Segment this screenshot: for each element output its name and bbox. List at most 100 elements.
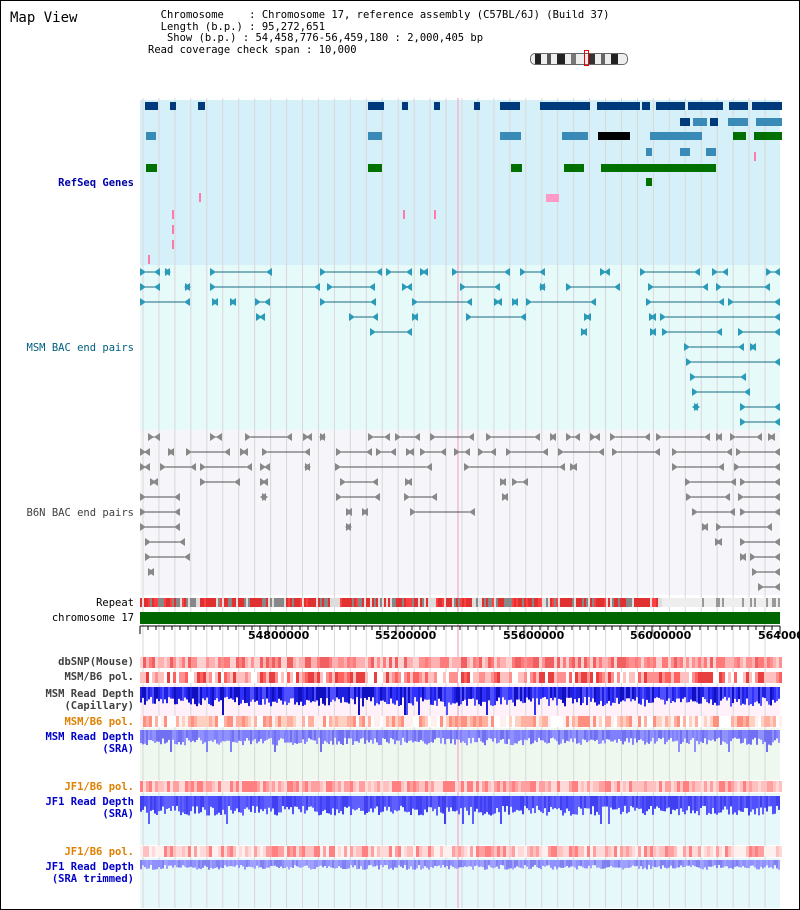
msm-bac-label[interactable]: MSM BAC end pairs xyxy=(26,342,134,354)
depth-bar xyxy=(734,687,736,699)
heat-cell xyxy=(332,781,335,792)
heat-cell xyxy=(353,657,356,668)
heat-cell xyxy=(512,716,515,727)
depth-bar xyxy=(744,796,746,809)
b6n-bac-end xyxy=(144,463,150,471)
chromosome-ideogram[interactable] xyxy=(530,53,628,65)
depth-bar xyxy=(768,730,770,745)
depth-bar xyxy=(454,730,456,745)
heat-cell xyxy=(545,846,548,857)
depth-bar xyxy=(632,687,634,700)
heat-cell xyxy=(272,781,275,792)
depth-bar xyxy=(218,860,220,870)
coverage-label: Read coverage check span xyxy=(148,43,300,56)
heat-cell xyxy=(365,657,368,668)
repeat-feature xyxy=(520,598,522,607)
depth-bar xyxy=(274,860,276,866)
heat-cell xyxy=(653,716,656,727)
heat-cell xyxy=(299,781,302,792)
heat-cell xyxy=(197,657,200,668)
b6n-bac-label[interactable]: B6N BAC end pairs xyxy=(26,507,134,519)
depth-bar xyxy=(520,860,522,868)
heat-cell xyxy=(662,846,665,857)
coverage-value: 10,000 xyxy=(318,43,357,56)
heat-cell xyxy=(278,846,281,857)
depth-bar xyxy=(346,687,348,703)
heat-cell xyxy=(425,781,428,792)
heat-cell xyxy=(671,716,674,727)
depth-bar xyxy=(384,860,386,866)
b6n-bac-end xyxy=(306,433,312,441)
depth-bar xyxy=(194,860,196,868)
depth-bar xyxy=(670,730,672,738)
heat-cell xyxy=(323,672,326,683)
msm-bac-end xyxy=(504,268,510,276)
depth-bar xyxy=(456,796,458,811)
heat-cell xyxy=(596,846,599,857)
depth-bar xyxy=(408,687,410,704)
jf1-read-depth-trimmed-label: JF1 Read Depth (SRA trimmed) xyxy=(0,861,134,885)
depth-bar xyxy=(738,796,740,811)
heat-cell xyxy=(719,672,722,683)
heat-cell xyxy=(149,672,152,683)
heat-cell xyxy=(194,846,197,857)
b6n-bac-end xyxy=(571,463,577,471)
heat-cell xyxy=(380,846,383,857)
depth-bar xyxy=(284,730,286,743)
depth-bar xyxy=(778,687,780,699)
heat-cell xyxy=(290,781,293,792)
msm-bac-end xyxy=(692,403,698,411)
repeat-feature xyxy=(614,598,616,607)
heat-cell xyxy=(644,781,647,792)
depth-bar xyxy=(768,860,770,868)
refseq-genes-label[interactable]: RefSeq Genes xyxy=(0,177,134,189)
msm-bac-end xyxy=(684,343,690,351)
depth-bar xyxy=(762,730,764,745)
heat-cell xyxy=(377,846,380,857)
depth-bar xyxy=(242,860,244,867)
heat-cell xyxy=(362,672,365,683)
heat-cell xyxy=(722,716,725,727)
heat-cell xyxy=(371,657,374,668)
repeat-feature xyxy=(406,598,408,607)
depth-bar xyxy=(172,730,174,740)
depth-bar xyxy=(690,687,692,700)
depth-bar xyxy=(672,860,674,869)
heat-cell xyxy=(383,781,386,792)
heat-cell xyxy=(275,846,278,857)
depth-bar xyxy=(352,796,354,810)
heat-cell xyxy=(563,846,566,857)
repeat-feature xyxy=(716,598,718,607)
depth-bar xyxy=(766,860,768,866)
depth-bar xyxy=(768,796,770,807)
heat-cell xyxy=(620,657,623,668)
depth-bar xyxy=(772,730,774,743)
jf1-read-depth-sra-label: JF1 Read Depth (SRA) xyxy=(0,796,134,820)
repeat-feature xyxy=(752,598,754,607)
heat-cell xyxy=(425,846,428,857)
repeat-feature xyxy=(158,598,160,607)
depth-bar xyxy=(320,730,322,752)
depth-bar xyxy=(752,860,754,866)
repeat-feature xyxy=(206,598,208,607)
heat-cell xyxy=(146,846,149,857)
depth-bar xyxy=(706,860,708,870)
heat-cell xyxy=(299,846,302,857)
refseq-gene-mark xyxy=(172,210,174,219)
depth-bar xyxy=(682,860,684,868)
repeat-feature xyxy=(190,598,192,607)
depth-bar xyxy=(370,730,372,740)
heat-cell xyxy=(704,781,707,792)
depth-bar xyxy=(180,730,182,745)
refseq-gene xyxy=(145,102,158,110)
heat-cell xyxy=(419,846,422,857)
heat-cell xyxy=(260,846,263,857)
depth-bar xyxy=(572,730,574,743)
depth-bar xyxy=(478,860,480,867)
depth-bar xyxy=(222,796,224,810)
heat-cell xyxy=(665,846,668,857)
msm-bac-end xyxy=(648,283,654,291)
depth-bar xyxy=(494,730,496,739)
depth-bar xyxy=(766,730,768,752)
